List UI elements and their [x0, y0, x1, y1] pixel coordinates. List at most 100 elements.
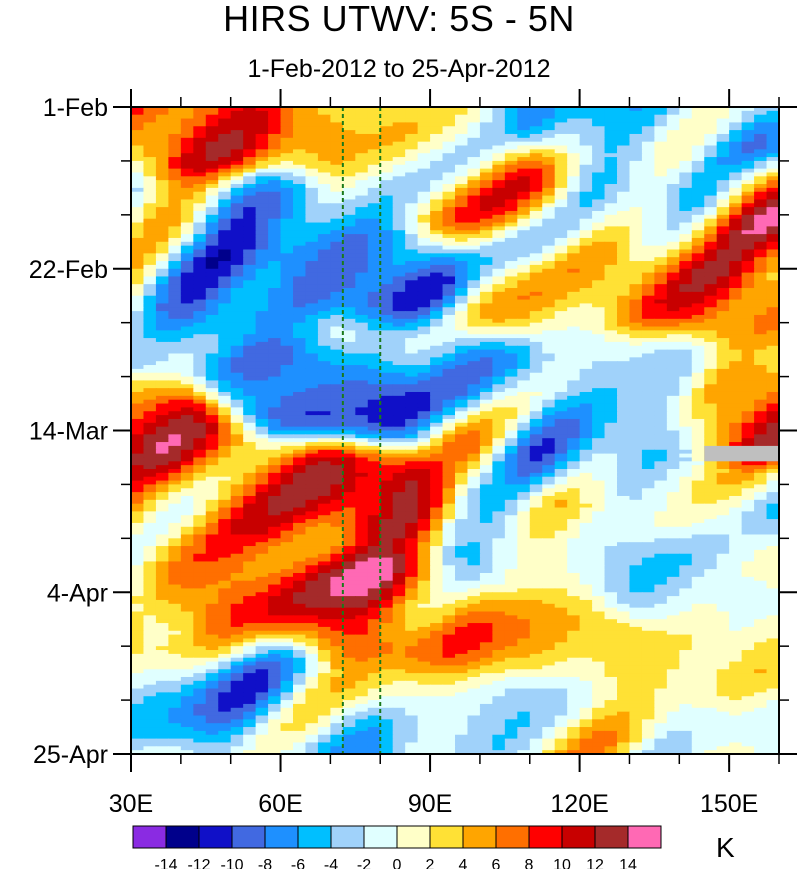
heatmap-cell [268, 307, 282, 312]
heatmap-cell [205, 241, 219, 247]
heatmap-cell [280, 338, 294, 343]
heatmap-cell [517, 288, 531, 293]
heatmap-cell [716, 253, 730, 258]
heatmap-cell [330, 303, 344, 308]
heatmap-cell [392, 284, 406, 289]
heatmap-cell [754, 322, 768, 328]
heatmap-cell [567, 288, 581, 293]
heatmap-cell [504, 291, 518, 297]
heatmap-cell [641, 391, 655, 397]
heatmap-cell [579, 326, 593, 331]
heatmap-cell [492, 307, 506, 312]
heatmap-cell [679, 357, 693, 362]
heatmap-cell [455, 311, 469, 316]
heatmap-cell [243, 372, 257, 378]
heatmap-cell [218, 199, 232, 204]
heatmap-cell [417, 218, 431, 224]
heatmap-cell [666, 122, 680, 127]
heatmap-cell [604, 338, 618, 343]
heatmap-cell [442, 141, 456, 147]
heatmap-cell [579, 472, 593, 478]
heatmap-cell [405, 160, 419, 166]
heatmap-cell [417, 180, 431, 185]
heatmap-cell [342, 295, 356, 301]
heatmap-cell [567, 118, 581, 123]
heatmap-cell [455, 314, 469, 320]
heatmap-cell [542, 118, 556, 123]
heatmap-cell [554, 157, 568, 162]
heatmap-cell [604, 349, 618, 355]
heatmap-cell [504, 187, 518, 193]
heatmap-cell [617, 299, 631, 305]
heatmap-cell [243, 218, 257, 224]
heatmap-cell [617, 184, 631, 189]
heatmap-cell [741, 107, 755, 112]
heatmap-cell [542, 311, 556, 316]
heatmap-cell [654, 430, 668, 435]
heatmap-cell [205, 137, 219, 143]
heatmap-cell [729, 176, 743, 181]
heatmap-cell [517, 110, 531, 116]
heatmap-cell [268, 288, 282, 293]
heatmap-cell [666, 141, 680, 147]
heatmap-cell [666, 126, 680, 131]
heatmap-cell [355, 257, 369, 262]
heatmap-cell [617, 264, 631, 270]
heatmap-cell [143, 349, 157, 355]
heatmap-cell [355, 230, 369, 235]
heatmap-cell [143, 284, 157, 289]
heatmap-cell [143, 438, 157, 443]
heatmap-cell [579, 388, 593, 393]
heatmap-cell [604, 272, 618, 278]
heatmap-cell [193, 172, 207, 177]
heatmap-cell [305, 210, 319, 216]
heatmap-cell [405, 237, 419, 243]
heatmap-cell [679, 384, 693, 389]
heatmap-cell [579, 276, 593, 281]
heatmap-cell [155, 395, 169, 401]
heatmap-cell [168, 391, 182, 397]
heatmap-cell [280, 314, 294, 320]
heatmap-cell [517, 226, 531, 231]
heatmap-cell [741, 349, 755, 355]
heatmap-cell [766, 422, 779, 428]
heatmap-cell [641, 372, 655, 378]
heatmap-cell [255, 176, 269, 181]
heatmap-cell [716, 288, 730, 293]
heatmap-cell [193, 415, 207, 420]
heatmap-cell [579, 118, 593, 123]
heatmap-cell [604, 307, 618, 312]
heatmap-cell [230, 303, 244, 308]
heatmap-cell [567, 157, 581, 162]
heatmap-cell [131, 357, 145, 362]
heatmap-cell [392, 276, 406, 281]
heatmap-cell [629, 118, 643, 123]
heatmap-cell [754, 303, 768, 308]
heatmap-cell [405, 418, 419, 424]
heatmap-cell [380, 241, 394, 247]
heatmap-cell [330, 288, 344, 293]
heatmap-cell [280, 415, 294, 420]
heatmap-cell [766, 157, 779, 162]
heatmap-cell [417, 388, 431, 393]
heatmap-cell [492, 107, 506, 112]
heatmap-cell [317, 191, 331, 197]
heatmap-cell [729, 372, 743, 378]
heatmap-cell [629, 264, 643, 270]
heatmap-cell [131, 203, 145, 208]
heatmap-cell [729, 110, 743, 116]
heatmap-cell [405, 303, 419, 308]
heatmap-cell [754, 338, 768, 343]
heatmap-cell [268, 345, 282, 351]
heatmap-cell [579, 372, 593, 378]
heatmap-cell [293, 149, 307, 154]
heatmap-cell [143, 245, 157, 251]
heatmap-cell [293, 261, 307, 266]
heatmap-cell [754, 203, 768, 208]
heatmap-cell [168, 418, 182, 424]
heatmap-cell [529, 407, 543, 412]
heatmap-cell [679, 114, 693, 120]
heatmap-cell [604, 268, 618, 274]
heatmap-cell [529, 245, 543, 251]
heatmap-cell [180, 176, 194, 181]
